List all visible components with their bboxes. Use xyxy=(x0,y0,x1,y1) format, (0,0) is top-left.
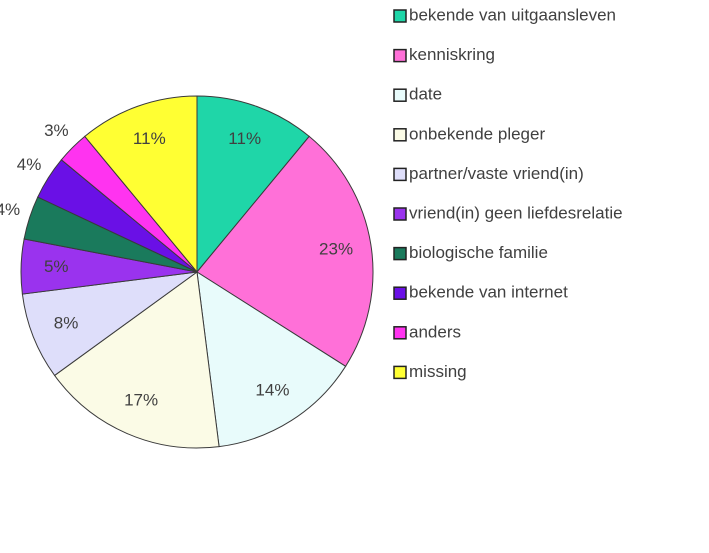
data-label: 17% xyxy=(124,391,158,410)
legend-swatch xyxy=(393,326,407,340)
legend-swatch xyxy=(393,167,407,182)
legend-swatch xyxy=(393,286,407,300)
pie: 11%23%14%17%8%5%4%4%3% 11% xyxy=(0,95,374,449)
data-label: 11% xyxy=(133,129,166,148)
legend-label: missing xyxy=(409,362,467,381)
data-label: 5% xyxy=(44,257,69,276)
legend-swatch xyxy=(393,365,407,380)
legend-label: bekende van uitgaansleven xyxy=(409,5,616,24)
legend-label: partner/vaste vriend(in) xyxy=(409,164,584,183)
legend-swatch xyxy=(393,246,407,261)
legend-swatch xyxy=(393,128,407,142)
data-label: 23% xyxy=(319,239,353,258)
pie-slice xyxy=(196,135,374,367)
legend-label: biologische familie xyxy=(409,243,548,262)
legend-swatch xyxy=(393,88,407,102)
legend-swatch xyxy=(393,48,407,63)
pie-slice xyxy=(53,271,220,449)
data-label: 11% xyxy=(228,129,261,148)
legend-swatch xyxy=(393,207,407,221)
data-label: 8% xyxy=(54,313,79,332)
pie-slice xyxy=(196,95,310,274)
data-label: 14% xyxy=(255,380,289,399)
legend-label: kenniskring xyxy=(409,45,495,64)
legend-swatch xyxy=(393,9,407,23)
legend: bekende van uitgaansleven kenniskring date… xyxy=(393,5,623,381)
pie-slice xyxy=(196,271,347,448)
legend-label: onbekende pleger xyxy=(409,124,545,143)
data-label: 4% xyxy=(17,155,42,174)
pie-slice xyxy=(84,95,198,274)
data-label: 4% xyxy=(0,200,20,219)
legend-label: date xyxy=(409,85,442,104)
pie-slice xyxy=(21,271,198,377)
legend-label: anders xyxy=(409,322,461,341)
legend-label: vriend(in) geen liefdesrelatie xyxy=(409,203,623,222)
data-label: 3% xyxy=(44,121,69,140)
legend-label: bekende van internet xyxy=(409,283,568,302)
